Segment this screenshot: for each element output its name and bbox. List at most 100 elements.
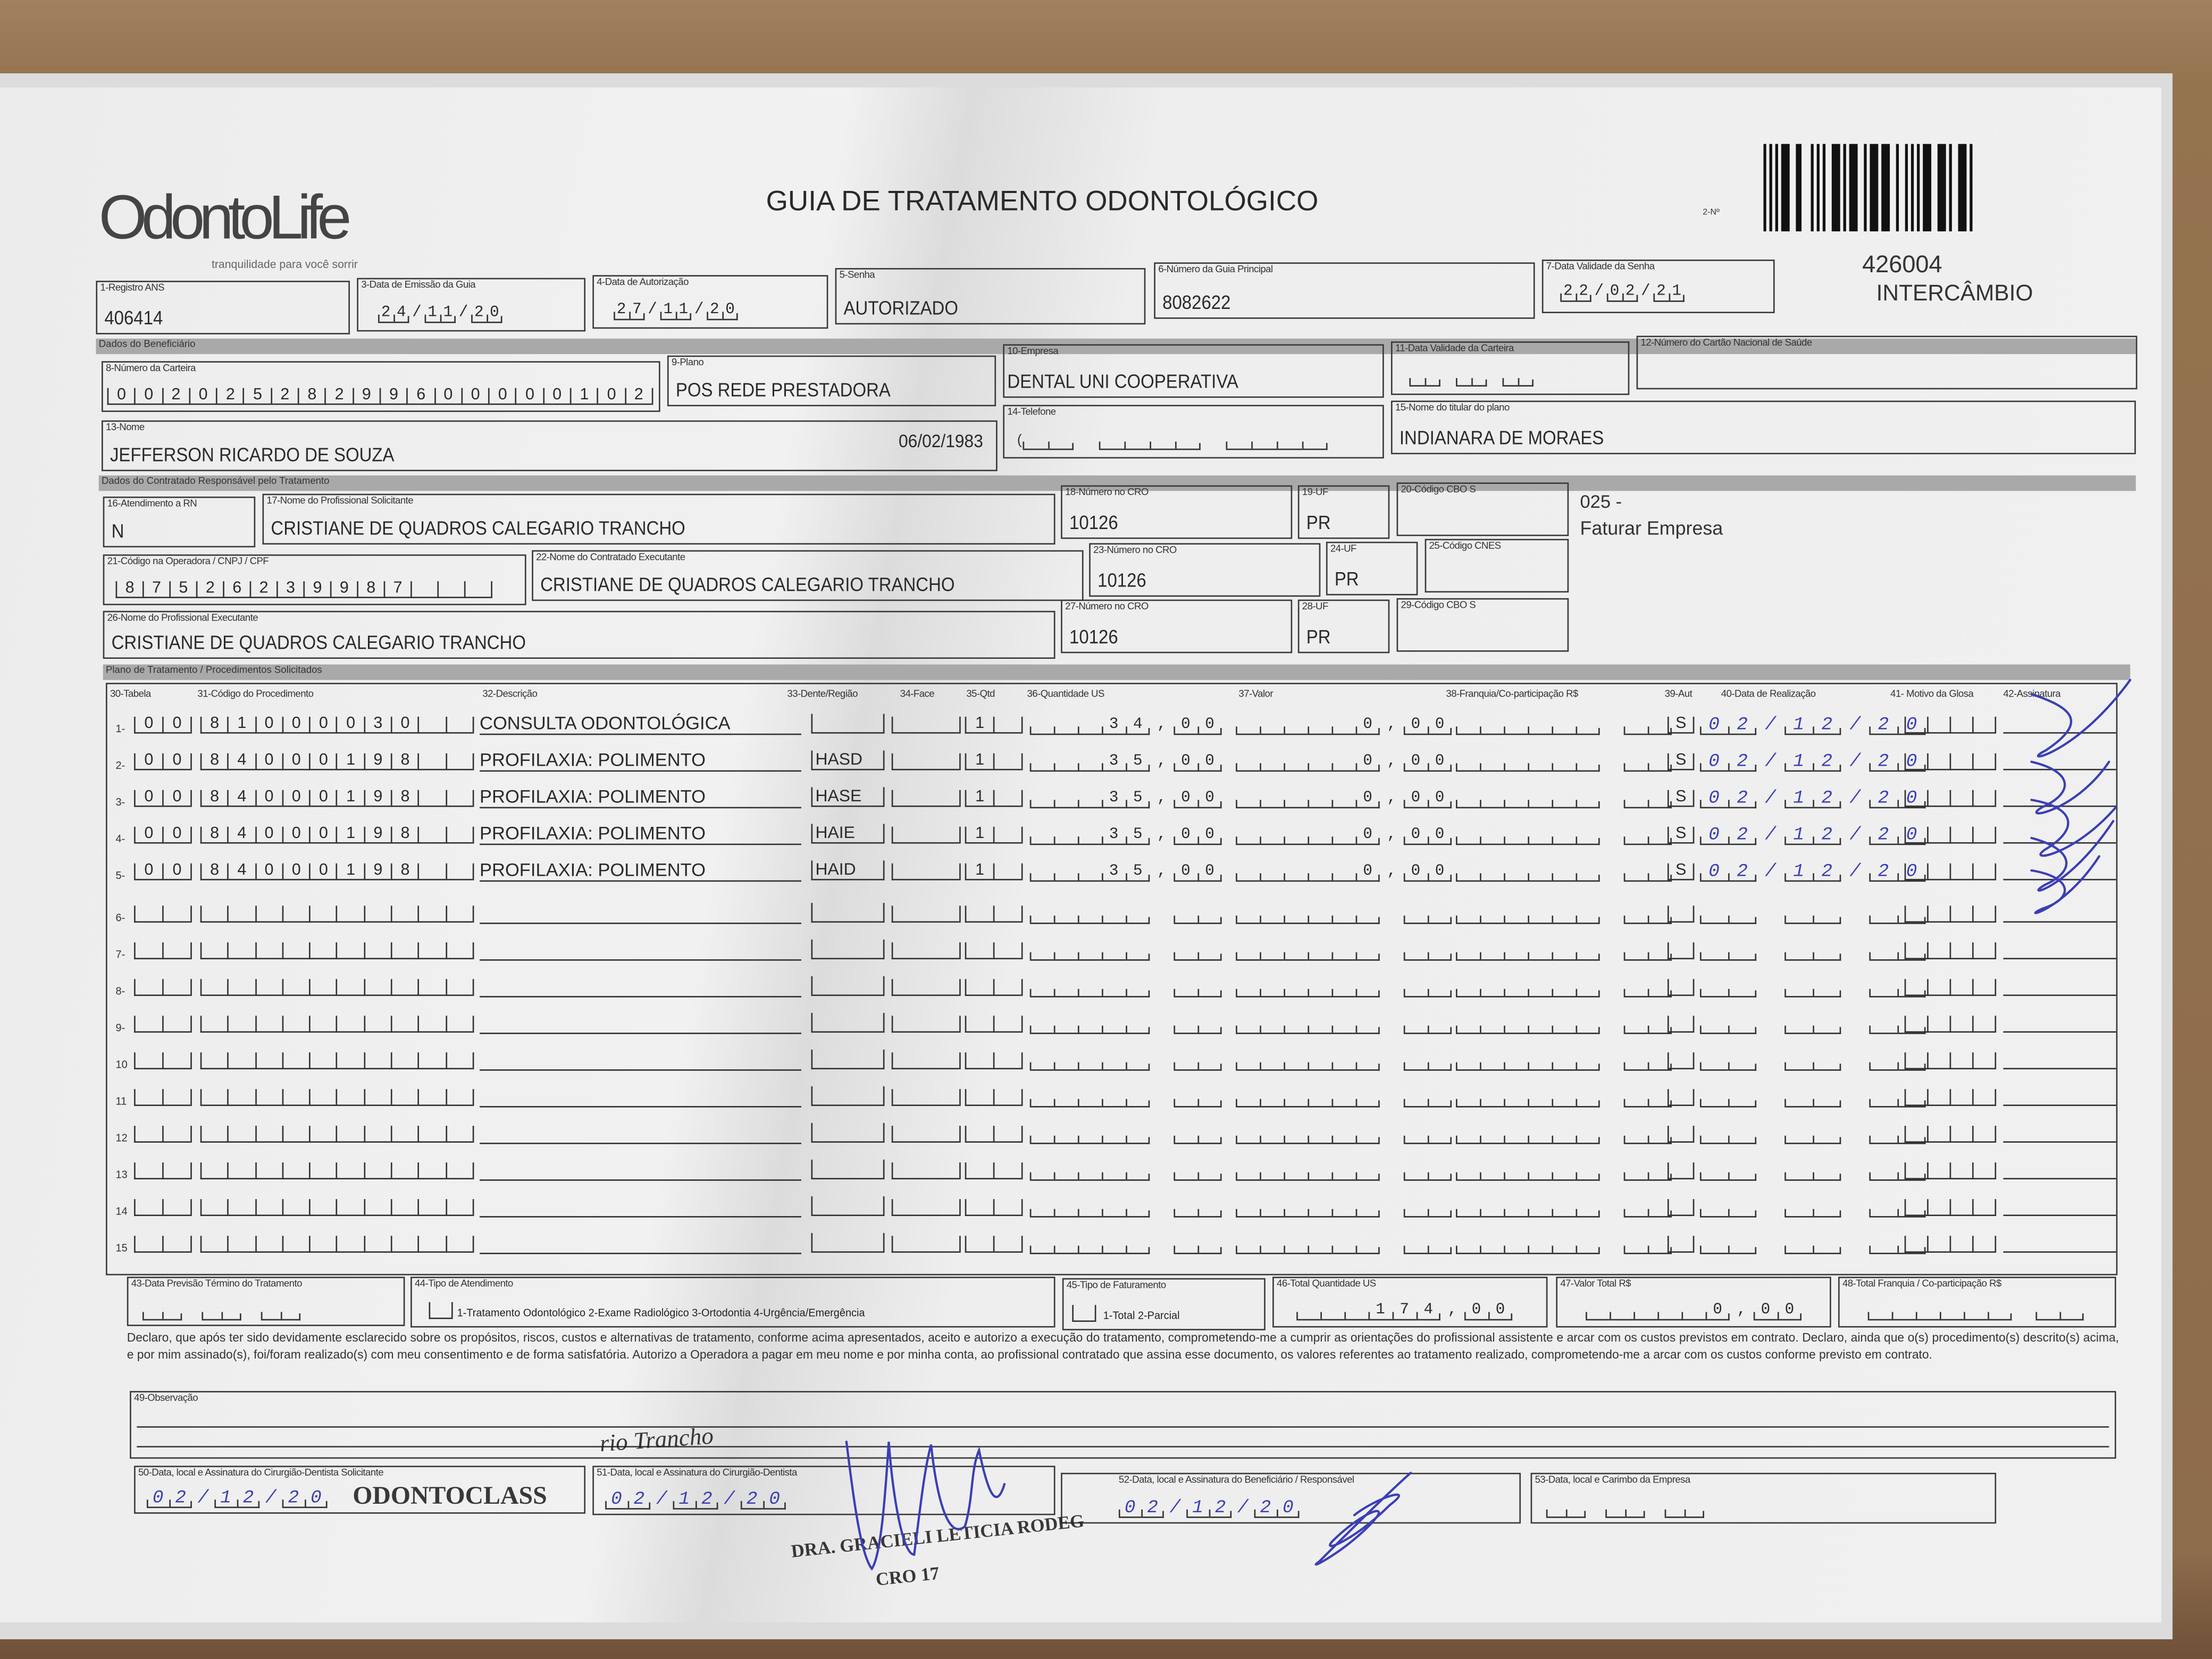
value-cells: 0,00: [1236, 790, 1452, 809]
digit-cell: [1528, 790, 1552, 809]
field-label: 16-Atendimento a RN: [107, 499, 197, 509]
digit-cell: [1897, 790, 1926, 809]
digit-cell: [1099, 432, 1125, 450]
digit-cell: [1427, 717, 1452, 735]
digit-cell: [1174, 717, 1198, 735]
field-label: 27-Número no CRO: [1065, 602, 1149, 613]
digit-cell: 0: [134, 387, 162, 405]
field-value: 27/11/20: [616, 301, 741, 319]
field-label: 26-Nome do Profissional Executante: [107, 614, 258, 624]
digit-cell: [1560, 283, 1576, 302]
digit-cell: 0: [189, 387, 216, 405]
cell-group: [1236, 790, 1380, 809]
signature-row-initials: [2030, 678, 2132, 915]
cell-group: [660, 302, 692, 321]
digit-cell: 0: [282, 789, 309, 807]
digit-cell: [1949, 716, 1973, 734]
barcode-bar: [1775, 144, 1778, 232]
digit-cell: [1236, 790, 1260, 809]
page-title: GUIA DE TRATAMENTO ODONTOLÓGICO: [766, 186, 1319, 217]
digit-cell: [1355, 717, 1380, 735]
digit-cell: [1126, 717, 1150, 735]
digit-cell: [1504, 790, 1528, 809]
digit-cell: 0: [515, 387, 543, 405]
field-empresa: 10-Empresa DENTAL UNI COOPERATIVA: [1003, 344, 1384, 398]
field-nome: 13-Nome JEFFERSON RICARDO DE SOUZA 06/02…: [102, 420, 998, 472]
authorization-cells: S: [1667, 716, 1695, 734]
digit-cell: [418, 753, 446, 770]
field-cro-23: 23-Número no CRO 10126: [1089, 543, 1321, 597]
digit-cell: [707, 302, 723, 321]
cell-group: [1023, 432, 1074, 450]
digit-cell: 0: [309, 752, 337, 770]
barcode-bar: [1937, 144, 1946, 232]
digit-cell: 0: [309, 789, 337, 807]
digit-cell: [1284, 790, 1308, 809]
digit-cell: 0: [255, 789, 282, 807]
section-contractor: Dados do Contratado Responsável pelo Tra…: [98, 475, 2136, 491]
date-cells: 22/02/21: [1560, 283, 1685, 302]
cell-group: [424, 305, 456, 323]
digit-cell: 7: [142, 580, 170, 598]
digit-cell: 1: [965, 752, 993, 770]
field-cro-27: 27-Número no CRO 10126: [1061, 599, 1293, 653]
digit-cell: [1623, 753, 1648, 772]
gloss-reason-cells: [1904, 790, 1997, 807]
cell-group: [1869, 717, 1926, 735]
field-value: 02/12/20: [1708, 750, 1934, 772]
digit-cell: 0: [336, 716, 364, 734]
digit-cell: [1331, 790, 1356, 809]
field-cbo-29: 29-Código CBO S: [1396, 598, 1569, 652]
cell-group: [1174, 717, 1222, 735]
digit-cell: [1897, 717, 1926, 735]
barcode-bar: [1905, 144, 1908, 232]
field-profissional-solicitante: 17-Nome do Profissional Solicitante CRIS…: [262, 493, 1055, 545]
digit-cell: [1576, 753, 1600, 772]
cell-group: [1029, 790, 1150, 809]
quantity-cells: 1: [965, 716, 1023, 734]
digit-cell: [1504, 753, 1528, 772]
digit-cell: [1277, 432, 1303, 450]
digit-cell: 9: [363, 789, 391, 807]
row-number: 4-: [115, 832, 125, 845]
digit-cell: [1226, 432, 1252, 450]
digit-cell: [1355, 790, 1380, 809]
copay-cells: [1455, 717, 1672, 735]
field-data-autorizacao: 4-Data de Autorização 27/11/20: [592, 275, 828, 329]
digit-cell: [1699, 717, 1729, 735]
gloss-reason-cells: [1904, 716, 1997, 734]
field-value: PR: [1306, 626, 1331, 648]
digit-cell: 9: [363, 752, 391, 770]
digit-cell: [1552, 753, 1576, 772]
digit-cell: [1355, 753, 1380, 772]
field-guia-principal: 6-Número da Guia Principal 8082622: [1154, 262, 1535, 319]
digit-cell: [471, 305, 487, 323]
barcode-bar: [1769, 144, 1772, 232]
cell-group: [1784, 753, 1841, 772]
birth-date: 06/02/1983: [898, 430, 983, 451]
cell-group: [1623, 717, 1672, 735]
cell-group: [1869, 753, 1926, 772]
field-data-emissao: 3-Data de Emissão da Guia 24/11/20: [357, 278, 586, 332]
barcode-bar: [1796, 144, 1802, 232]
digit-cell: 4: [227, 789, 255, 807]
digit-cell: 8: [391, 752, 418, 770]
barcode-bar: [1958, 144, 1967, 232]
digit-cell: [445, 753, 473, 770]
barcode-bar: [1917, 144, 1920, 232]
cell-group: [1403, 753, 1452, 772]
procedure-description: PROFILAXIA: POLIMENTO: [480, 749, 801, 772]
operator-code: 426004: [1862, 251, 1942, 278]
digit-cell: 2: [216, 387, 244, 405]
quantity-cells: 1: [965, 789, 1023, 807]
digit-cell: [1331, 753, 1356, 772]
digit-cell: [1125, 432, 1151, 450]
digit-cell: [1576, 283, 1591, 302]
digit-cell: [437, 581, 464, 598]
field-label: 8-Número da Carteira: [105, 364, 196, 374]
field-value: 10126: [1069, 626, 1118, 648]
digit-cell: [1869, 717, 1898, 735]
digit-cell: [1455, 368, 1472, 387]
